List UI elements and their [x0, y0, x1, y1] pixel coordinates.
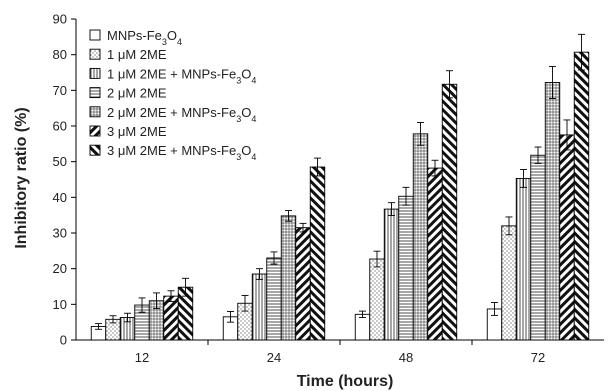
y-tick-label: 50: [53, 154, 67, 169]
y-tick-label: 20: [53, 261, 67, 276]
legend-swatch: [89, 67, 101, 79]
legend-label: 2 μM 2ME: [107, 86, 167, 101]
bar: [441, 83, 458, 341]
bar: [266, 257, 282, 341]
bar: [412, 133, 429, 341]
x-axis-title: Time (hours): [297, 373, 394, 390]
bar: [398, 195, 414, 341]
bar: [544, 82, 561, 341]
y-tick-label: 10: [53, 297, 67, 312]
bar: [163, 295, 179, 341]
bar: [251, 273, 268, 341]
x-tick-label: 24: [267, 350, 281, 365]
bar: [559, 134, 575, 341]
y-tick-label: 40: [53, 190, 67, 205]
y-tick-label: 0: [60, 333, 67, 348]
legend-swatch: [89, 87, 101, 99]
bar: [383, 208, 400, 341]
legend-label: 3 μM 2ME + MNPs-Fe3O4: [107, 143, 256, 162]
legend-label: 3 μM 2ME: [107, 124, 167, 139]
legend-swatch: [89, 48, 101, 60]
legend-swatch: [89, 106, 101, 118]
y-tick-label: 60: [53, 119, 67, 134]
x-tick-label: 12: [135, 350, 149, 365]
bar: [295, 227, 311, 341]
legend-label: 1 μM 2ME: [107, 47, 167, 62]
ticks: 0 10 20 30 40 50 60 70 80 90 12 24 48 72: [53, 12, 546, 366]
bar: [354, 313, 371, 341]
bar: [501, 225, 517, 341]
y-tick-label: 30: [53, 226, 67, 241]
bar: [427, 167, 443, 341]
bar: [280, 215, 297, 341]
bar: [530, 154, 546, 341]
legend-label: MNPs-Fe3O4: [107, 28, 182, 47]
bar: [573, 51, 590, 341]
legend-swatch: [89, 144, 101, 156]
y-axis-title: Inhibitory ratio (%): [13, 107, 30, 248]
y-tick-label: 90: [53, 12, 67, 27]
bar: [515, 177, 532, 341]
y-tick-label: 70: [53, 83, 67, 98]
bars: [90, 33, 590, 341]
legend-label: 1 μM 2ME + MNPs-Fe3O4: [107, 66, 256, 85]
bar: [309, 166, 326, 341]
y-tick-label: 80: [53, 47, 67, 62]
x-tick-label: 48: [399, 350, 413, 365]
legend-label: 2 μM 2ME + MNPs-Fe3O4: [107, 105, 256, 124]
legend-swatch: [89, 125, 101, 137]
legend-swatch: [89, 29, 101, 41]
x-tick-label: 72: [531, 350, 545, 365]
bar: [369, 258, 385, 341]
